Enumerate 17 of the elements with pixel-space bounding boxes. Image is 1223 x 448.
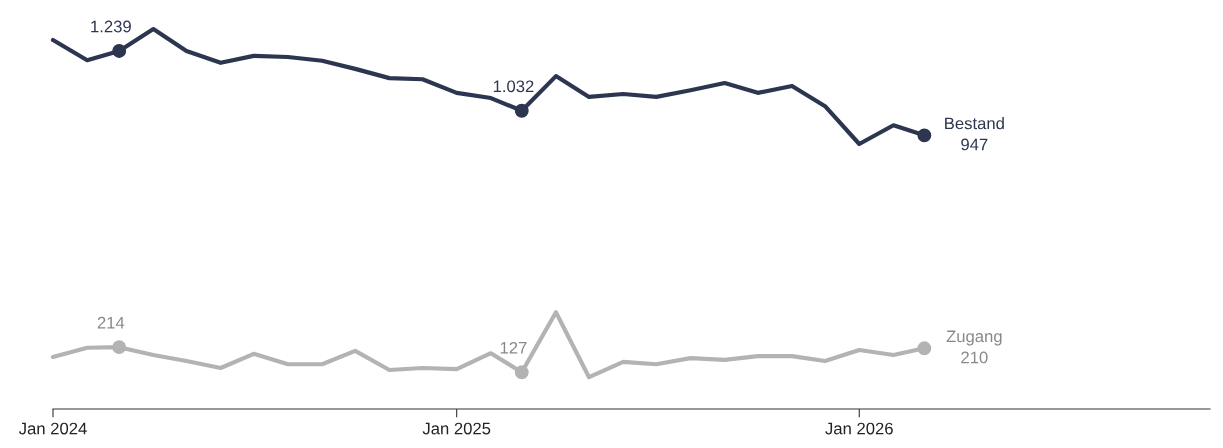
point (917, 128, 932, 143)
data-label: 127 (500, 341, 527, 354)
data-label: 947 (961, 138, 988, 151)
data-label: 210 (961, 351, 988, 364)
point (917, 341, 932, 356)
series-label: Zugang (946, 330, 1002, 346)
data-label: 214 (97, 316, 125, 329)
data-label: 1.239 (91, 20, 131, 33)
x-tick-label: Jan 2024 (18, 422, 87, 435)
series-label: Bestand (945, 117, 1004, 130)
point (112, 340, 127, 355)
x-tick-label: Jan 2025 (422, 422, 491, 435)
point (514, 365, 529, 380)
point (514, 103, 529, 118)
point (112, 44, 127, 58)
x-tick-label: Jan 2026 (825, 422, 893, 435)
data-label: 1.032 (493, 80, 534, 93)
